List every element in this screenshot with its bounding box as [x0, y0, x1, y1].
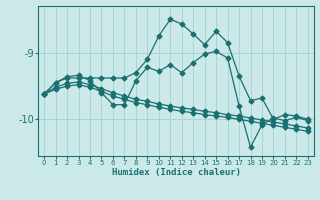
X-axis label: Humidex (Indice chaleur): Humidex (Indice chaleur): [111, 168, 241, 177]
